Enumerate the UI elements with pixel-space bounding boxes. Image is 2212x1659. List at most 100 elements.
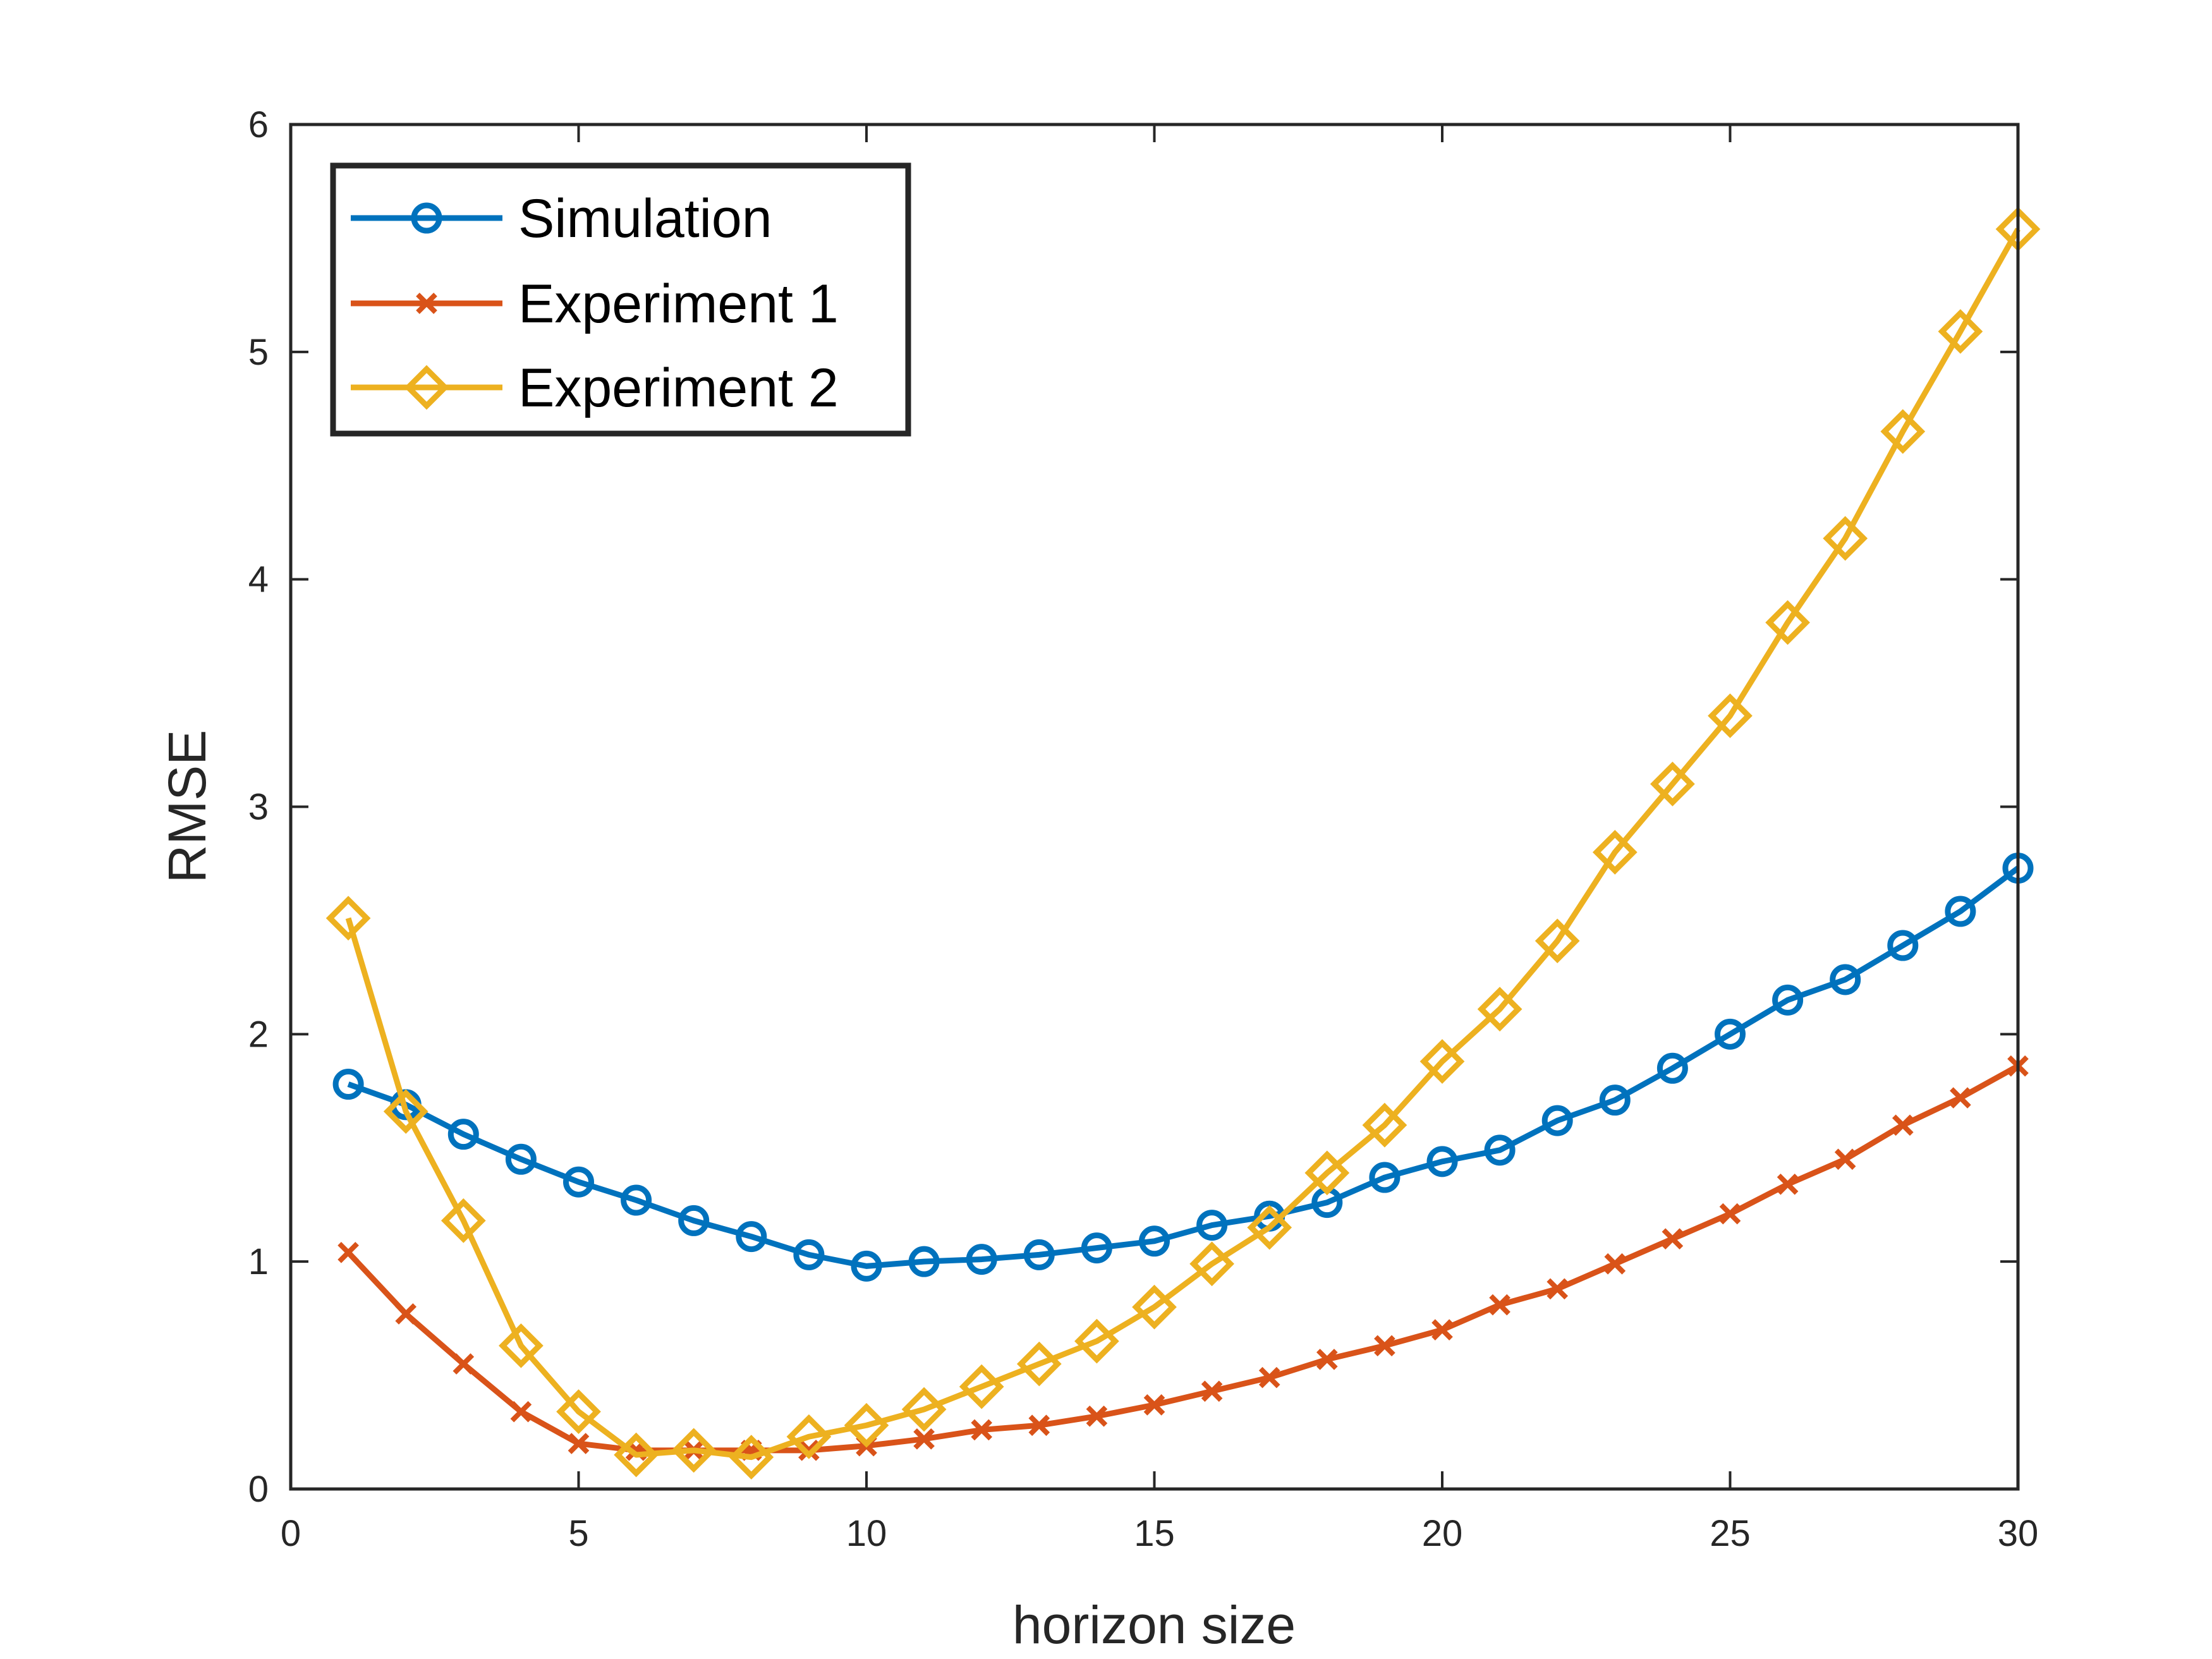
data-point (966, 1244, 997, 1275)
series-3 (325, 207, 2041, 1480)
legend-label: Experiment 1 (518, 274, 839, 334)
data-point (1086, 1406, 1108, 1427)
data-point (1765, 600, 1810, 645)
y-tick-label: 3 (248, 787, 269, 828)
data-point (1132, 1284, 1177, 1330)
data-point (901, 1387, 947, 1432)
legend-marker (411, 202, 442, 234)
data-point (1143, 1394, 1165, 1416)
data-point (786, 1414, 832, 1459)
data-point (332, 1068, 364, 1100)
data-point (1945, 896, 1976, 927)
data-point (851, 1250, 882, 1282)
data-point (1592, 830, 1638, 875)
data-point (1604, 1253, 1626, 1275)
data-point (1304, 1150, 1350, 1196)
data-point (1419, 1039, 1465, 1084)
x-tick-label: 20 (1422, 1513, 1463, 1554)
data-point (793, 1239, 825, 1270)
x-tick-label: 5 (568, 1513, 588, 1554)
data-point (510, 1401, 532, 1423)
data-point (1547, 1278, 1569, 1300)
y-tick-label: 4 (248, 559, 269, 600)
data-point (453, 1353, 475, 1375)
y-tick-label: 0 (248, 1469, 269, 1510)
legend-label: Experiment 2 (518, 358, 839, 418)
data-point (1715, 1018, 1746, 1050)
legend-label: Simulation (518, 188, 772, 249)
data-point (1541, 1105, 1573, 1136)
data-point (1477, 987, 1522, 1032)
x-tick-label: 0 (281, 1513, 301, 1554)
data-point (678, 1205, 710, 1236)
data-point (959, 1364, 1004, 1409)
data-point (736, 1221, 767, 1253)
x-tick-label: 15 (1134, 1513, 1175, 1554)
legend-item: Experiment 1 (351, 274, 839, 334)
data-point (1374, 1335, 1395, 1357)
data-point (1081, 1232, 1112, 1264)
data-point (671, 1428, 717, 1473)
data-point (971, 1419, 993, 1441)
data-point (1023, 1239, 1055, 1270)
data-point (798, 1440, 820, 1461)
data-point (1426, 1146, 1458, 1177)
data-point (1708, 693, 1753, 738)
data-point (1247, 1205, 1292, 1250)
x-tick-label: 10 (846, 1513, 887, 1554)
data-point (1650, 762, 1695, 806)
data-point (1534, 918, 1580, 964)
data-point (1139, 1225, 1170, 1257)
data-point (1834, 1148, 1856, 1170)
data-point (1880, 409, 1926, 454)
axes: 0 5 10 15 20 25 30 0 1 2 3 4 5 6 (248, 104, 2039, 1554)
data-point (1950, 1087, 1971, 1109)
data-point (1830, 964, 1861, 995)
data-point (1599, 1085, 1631, 1116)
data-point (447, 1119, 479, 1150)
data-point (844, 1402, 889, 1448)
data-point (568, 1433, 590, 1454)
data-point (1656, 1052, 1688, 1084)
data-point (1074, 1318, 1119, 1364)
data-point (337, 1241, 359, 1263)
data-point (1823, 516, 1868, 561)
y-tick-label: 1 (248, 1241, 269, 1282)
data-point (505, 1143, 537, 1175)
data-point (614, 1432, 659, 1478)
y-tick-label: 5 (248, 332, 269, 373)
data-point (556, 1389, 601, 1435)
data-point (1772, 984, 1804, 1016)
data-point (563, 1166, 594, 1198)
data-point (1431, 1319, 1453, 1340)
data-point (1316, 1349, 1338, 1370)
data-point (441, 1198, 486, 1243)
data-point (1938, 309, 1983, 354)
y-axis-label: RMSE (157, 730, 217, 884)
legend: Simulation Experiment 1 Experiment 2 (330, 162, 911, 437)
series-1 (332, 853, 2034, 1282)
legend-marker (416, 293, 437, 314)
data-point (1258, 1366, 1280, 1389)
data-point (1892, 1114, 1914, 1136)
x-tick-label: 30 (1998, 1513, 2039, 1554)
data-point (908, 1246, 940, 1277)
data-point (1201, 1380, 1223, 1402)
data-point (1719, 1203, 1741, 1225)
x-axis-label: horizon size (1012, 1595, 1296, 1655)
data-point (325, 896, 371, 941)
legend-item: Experiment 2 (351, 358, 839, 418)
data-point (1484, 1134, 1516, 1166)
data-point (1662, 1228, 1684, 1250)
legend-item: Simulation (351, 188, 772, 249)
data-point (1489, 1294, 1510, 1316)
y-tick-label: 2 (248, 1014, 269, 1055)
x-tick-label: 25 (1710, 1513, 1751, 1554)
data-point (1369, 1162, 1401, 1193)
data-point (395, 1303, 417, 1325)
data-point (499, 1323, 544, 1368)
data-point (1887, 930, 1919, 961)
data-point (1028, 1414, 1050, 1437)
data-point (729, 1435, 774, 1480)
